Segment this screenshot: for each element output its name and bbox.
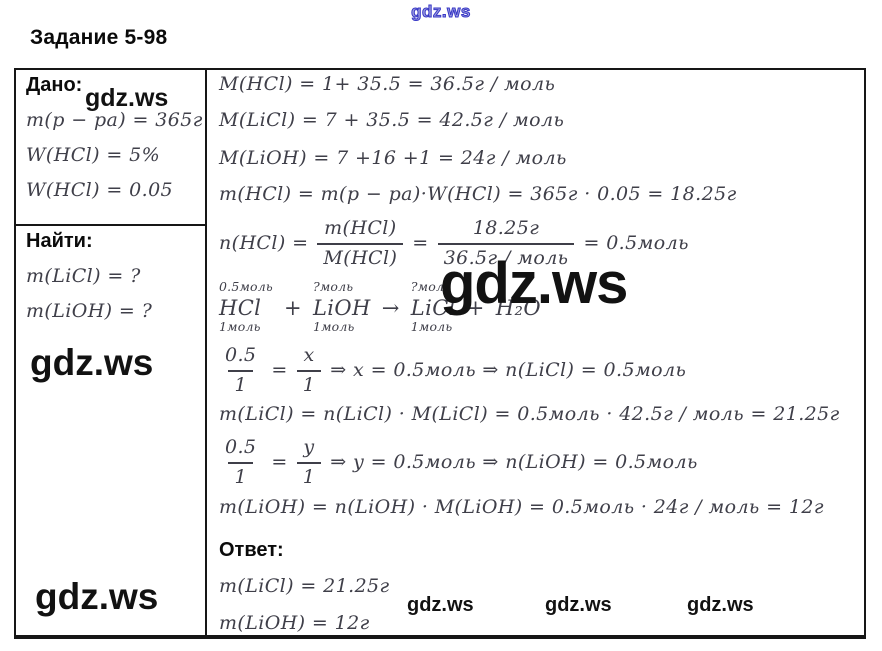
answer-label: Ответ: (219, 539, 284, 562)
watermark-bottom-1: gdz.ws (407, 594, 474, 616)
proportion-licl: 0.5 1 = x 1 ⇒ x = 0.5моль ⇒ n(LiCl) = 0.… (219, 344, 856, 397)
proportion-lioh: 0.5 1 = y 1 ⇒ y = 0.5моль ⇒ n(LiOH) = 0.… (219, 435, 856, 489)
given-item-solution-mass: m(p − pa) = 365г (26, 109, 203, 131)
formula-mole-hcl: n(HCl) = m(HCl) M(HCl) = 18.25г 36.5г / … (219, 218, 856, 270)
given-section: Дано: m(p − pa) = 365г W(HCl) = 5% W(HCl… (16, 70, 205, 224)
watermark-top: gdz.ws (411, 2, 471, 22)
find-label: Найти: (26, 230, 93, 252)
watermark-center: gdz.ws (440, 251, 628, 316)
equation-arrow-icon: → (381, 296, 400, 321)
mole-hcl-fraction-numeric: 18.25г 36.5г / моль (437, 218, 575, 270)
formula-molar-mass-hcl: M(HCl) = 1+ 35.5 = 36.5г / моль (219, 73, 556, 95)
watermark-bottom-left: gdz.ws (35, 576, 159, 617)
given-item-w-percent: W(HCl) = 5% (26, 143, 161, 166)
watermark-mid-left: gdz.ws (30, 342, 154, 383)
equation-term-hcl: 0.5моль HCl 1моль (219, 279, 273, 335)
equation-plus-2: + (466, 296, 485, 321)
reaction-equation: 0.5моль HCl 1моль + ?моль LiOH 1моль → (219, 279, 856, 336)
equation-term-licl: ?моль LiCl 1моль (410, 279, 456, 335)
given-item-w-fraction: W(HCl) = 0.05 (26, 178, 174, 201)
formula-molar-mass-lioh: M(LiOH) = 7 +16 +1 = 24г / моль (219, 146, 567, 169)
formula-molar-mass-licl: M(LiCl) = 7 + 35.5 = 42.5г / моль (219, 108, 565, 131)
proportion-lioh-equals: = (271, 450, 288, 473)
proportion-lioh-known: 0.5 1 (225, 435, 257, 488)
formula-mass-hcl: m(HCl) = m(p − pa)·W(HCl) = 365г · 0.05 … (219, 182, 737, 205)
solution-table: Дано: m(p − pa) = 365г W(HCl) = 5% W(HCl… (14, 68, 866, 639)
mole-hcl-equals: = (412, 232, 429, 255)
equation-plus-1: + (283, 296, 302, 321)
mole-hcl-fraction-symbolic: m(HCl) M(HCl) (317, 218, 404, 270)
page-title: Задание 5-98 (30, 26, 168, 49)
proportion-licl-known: 0.5 1 (225, 344, 257, 397)
watermark-given: gdz.ws (85, 84, 169, 112)
left-column: Дано: m(p − pa) = 365г W(HCl) = 5% W(HCl… (16, 70, 207, 635)
find-item-lioh: m(LiOH) = ? (26, 299, 153, 322)
watermark-bottom-2: gdz.ws (545, 594, 612, 616)
given-label: Дано: (26, 74, 83, 96)
mole-hcl-lhs: n(HCl) = (219, 232, 309, 255)
equation-term-h2o: H₂O (495, 296, 541, 321)
mole-hcl-result: = 0.5моль (583, 232, 689, 255)
proportion-lioh-unknown: y 1 (296, 436, 322, 489)
formula-mass-licl: m(LiCl) = n(LiCl) · M(LiCl) = 0.5моль · … (219, 402, 840, 425)
equation-term-lioh: ?моль LiOH 1моль (312, 279, 371, 335)
proportion-licl-unknown: x 1 (296, 344, 322, 397)
proportion-licl-equals: = (271, 359, 288, 382)
find-section: Найти: m(LiCl) = ? m(LiOH) = ? (16, 224, 205, 323)
proportion-lioh-conclusion: ⇒ y = 0.5моль ⇒ n(LiOH) = 0.5моль (330, 450, 698, 473)
watermark-bottom-3: gdz.ws (687, 594, 754, 616)
formula-mass-lioh: m(LiOH) = n(LiOH) · M(LiOH) = 0.5моль · … (219, 496, 824, 519)
answer-item-licl: m(LiCl) = 21.25г (219, 575, 390, 598)
answer-item-lioh: m(LiOH) = 12г (219, 612, 370, 635)
find-item-licl: m(LiCl) = ? (26, 265, 141, 287)
proportion-licl-conclusion: ⇒ x = 0.5моль ⇒ n(LiCl) = 0.5моль (330, 359, 687, 382)
right-column: M(HCl) = 1+ 35.5 = 36.5г / моль M(LiCl) … (207, 70, 864, 635)
